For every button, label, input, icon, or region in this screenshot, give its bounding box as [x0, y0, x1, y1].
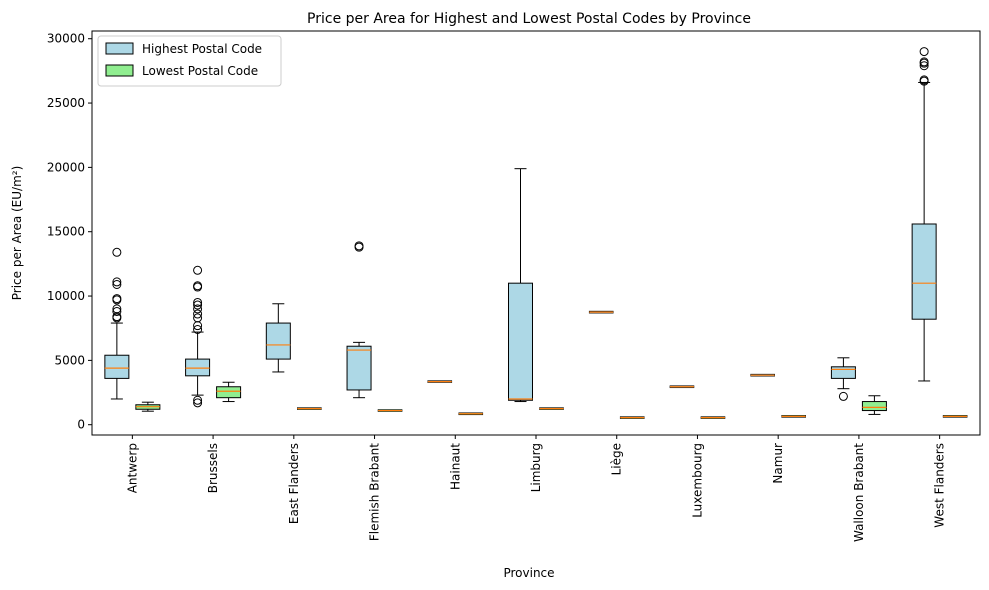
outlier-point	[193, 313, 203, 323]
box-west-flanders	[942, 415, 968, 418]
box-namur	[781, 415, 806, 418]
x-tick-label: East Flanders	[287, 443, 301, 524]
x-tick-label: Hainaut	[448, 443, 462, 490]
legend-swatch	[105, 42, 134, 55]
box-antwerp	[104, 247, 130, 400]
outlier-point	[193, 304, 203, 314]
box-luxembourg	[700, 416, 726, 419]
box-flemish-brabant	[377, 409, 403, 412]
outlier-point	[919, 47, 929, 57]
box-body	[185, 358, 211, 377]
box-flemish-brabant	[346, 241, 372, 399]
y-tick-label: 30000	[47, 32, 85, 46]
y-tick-label: 10000	[47, 289, 85, 303]
chart-title: Price per Area for Highest and Lowest Po…	[307, 11, 751, 27]
outlier-point	[193, 297, 203, 307]
y-tick-label: 15000	[47, 225, 85, 239]
box-body	[265, 322, 291, 360]
outlier-point	[112, 304, 122, 314]
x-tick-label: Limburg	[529, 443, 543, 492]
outlier-point	[112, 279, 122, 289]
outlier-point	[193, 300, 203, 310]
box-hainaut	[458, 412, 484, 416]
box-antwerp	[135, 401, 161, 412]
box-luxembourg	[669, 385, 695, 389]
box-brussels	[185, 265, 211, 408]
y-tick-label: 0	[77, 418, 85, 432]
box-brussels	[216, 381, 242, 403]
outlier-point	[838, 391, 848, 401]
outlier-point	[112, 277, 122, 287]
box-liège	[588, 310, 614, 314]
box-east-flanders	[297, 407, 322, 410]
series-lowest	[135, 381, 968, 419]
box-west-flanders	[911, 47, 937, 382]
x-tick-label: Brussels	[206, 443, 220, 493]
box-body	[346, 345, 372, 391]
outlier-point	[919, 61, 929, 71]
plot-frame	[91, 30, 981, 436]
y-tick-label: 25000	[47, 96, 85, 110]
series-highest	[104, 47, 937, 408]
box-body	[861, 401, 887, 412]
outlier-point	[193, 281, 203, 291]
outlier-point	[112, 306, 122, 316]
box-hainaut	[427, 380, 453, 383]
legend: Highest Postal Code Lowest Postal Code	[97, 35, 282, 87]
outlier-point	[112, 294, 122, 304]
box-east-flanders	[265, 303, 291, 373]
plot-area	[104, 47, 968, 419]
box-body	[911, 223, 937, 320]
box-walloon-brabant	[861, 395, 887, 415]
box-liège	[619, 416, 645, 419]
y-axis-title: Price per Area (EU/m²)	[10, 166, 24, 301]
x-tick-label: Namur	[771, 443, 785, 484]
box-limburg	[539, 407, 564, 410]
outlier-point	[112, 247, 122, 257]
outlier-point	[193, 324, 203, 334]
x-tick-label: Liège	[610, 443, 624, 475]
legend-frame	[97, 35, 282, 87]
y-axis: 0 5000 10000 15000 20000 25000 30000	[47, 32, 92, 432]
outlier-point	[193, 395, 203, 405]
box-body	[830, 366, 856, 379]
box-body	[104, 354, 130, 379]
outlier-point	[919, 75, 929, 85]
x-tick-label: Luxembourg	[690, 443, 704, 518]
x-tick-label: Flemish Brabant	[368, 443, 382, 541]
y-tick-label: 20000	[47, 160, 85, 174]
outlier-point	[193, 309, 203, 319]
x-axis: Antwerp Brussels East Flanders Flemish Brab…	[125, 435, 947, 542]
outlier-point	[354, 241, 364, 251]
outlier-point	[193, 398, 203, 408]
legend-swatch	[105, 64, 134, 77]
x-axis-title: Province	[503, 566, 554, 580]
x-tick-label: Antwerp	[125, 443, 139, 493]
x-tick-label: Walloon Brabant	[852, 443, 866, 542]
box-limburg	[508, 168, 533, 403]
box-body	[216, 386, 242, 399]
box-body	[508, 282, 533, 401]
box-namur	[750, 373, 775, 377]
outlier-point	[919, 57, 929, 67]
legend-label: Highest Postal Code	[142, 42, 262, 56]
box-walloon-brabant	[830, 357, 856, 401]
legend-label: Lowest Postal Code	[142, 64, 258, 78]
y-tick-label: 5000	[54, 353, 85, 367]
x-tick-label: West Flanders	[933, 443, 947, 528]
outlier-point	[193, 265, 203, 275]
